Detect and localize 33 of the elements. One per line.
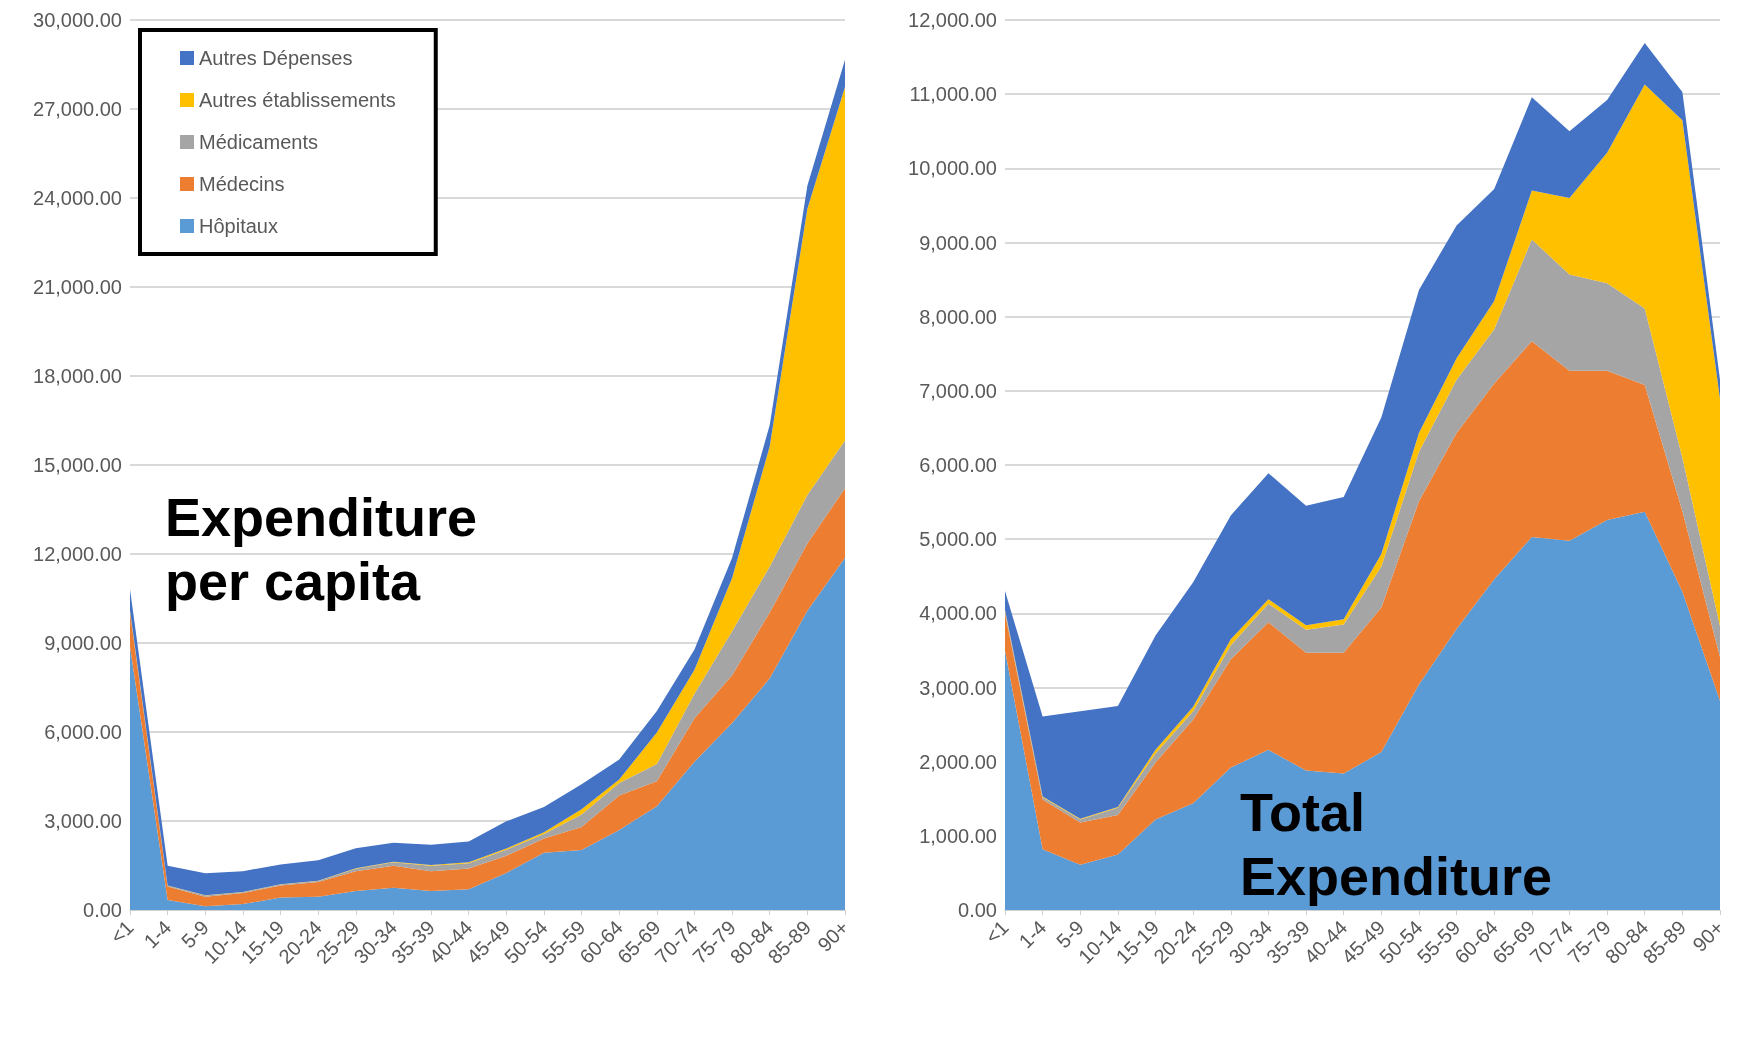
legend-label: Médecins [199, 173, 285, 195]
text: Expenditure per capita [165, 487, 493, 611]
y-tick-label: 27,000.00 [33, 98, 122, 120]
y-tick-label: 5,000.00 [919, 528, 997, 551]
legend-label: Médicaments [199, 131, 318, 153]
y-tick-label: 8,000.00 [919, 305, 997, 328]
y-tick-label: 6,000.00 [919, 454, 997, 476]
y-tick-label: 3,000.00 [919, 676, 997, 699]
y-tick-label: 12,000.00 [33, 543, 122, 565]
y-tick-label: 6,000.00 [44, 721, 122, 743]
y-tick-label: 2,000.00 [919, 750, 997, 773]
y-tick-label: 18,000.00 [33, 365, 122, 387]
legend-label: Autres Dépenses [199, 47, 353, 69]
y-tick-label: 9,000.00 [919, 231, 997, 254]
y-tick-label: 30,000.00 [33, 9, 122, 31]
y-tick-label: 12,000.00 [908, 9, 997, 31]
y-tick-label: 3,000.00 [44, 810, 122, 832]
y-tick-label: 1,000.00 [919, 824, 997, 847]
x-tick-label: 1-4 [1014, 916, 1051, 953]
y-tick-label: 24,000.00 [33, 187, 122, 209]
y-tick-label: 7,000.00 [919, 379, 997, 402]
y-tick-label: 10,000.00 [908, 157, 997, 180]
y-tick-label: 11,000.00 [909, 83, 997, 106]
y-tick-label: 15,000.00 [33, 454, 122, 476]
x-tick-label: 1-4 [139, 916, 176, 953]
legend-label: Hôpitaux [199, 215, 278, 237]
text: Total Expenditure [1240, 782, 1553, 906]
y-tick-label: 9,000.00 [44, 632, 122, 654]
x-tick-label: 90+ [813, 916, 853, 956]
x-tick-label: 90+ [1688, 916, 1728, 956]
y-tick-label: 4,000.00 [919, 602, 997, 625]
legend-label: Autres établissements [199, 89, 396, 111]
y-tick-label: 21,000.00 [33, 276, 122, 298]
